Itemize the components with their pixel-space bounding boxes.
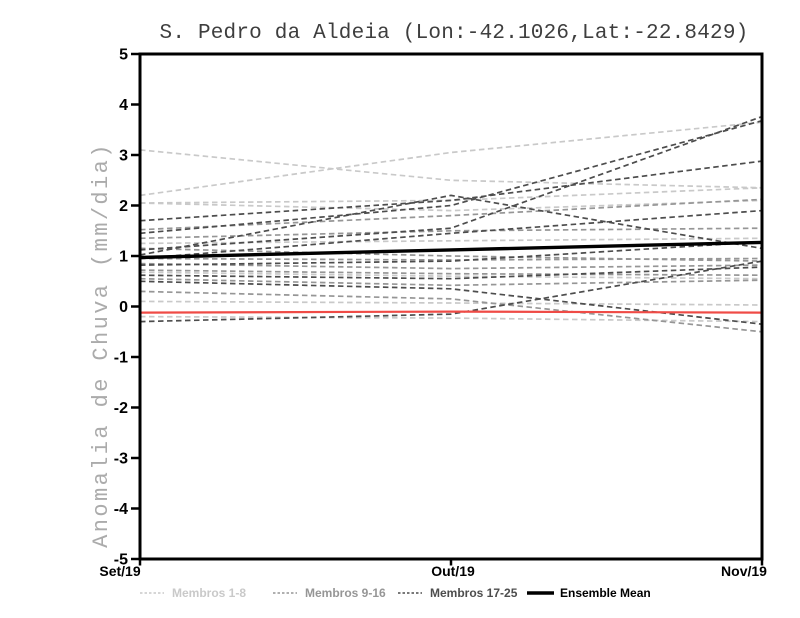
chart-line-membro-24 bbox=[139, 280, 763, 326]
legend-item-membros-9-16: Membros 9-16 bbox=[305, 586, 386, 600]
chart-line-membro-3 bbox=[139, 186, 763, 204]
chart-line-membro-7 bbox=[139, 300, 763, 306]
x-tick-label-set-19: Set/19 bbox=[99, 563, 140, 579]
x-tick-label-nov-19: Nov/19 bbox=[721, 563, 767, 579]
chart-line-membro-15 bbox=[139, 277, 763, 287]
y-tick-label-3: 3 bbox=[119, 148, 128, 165]
chart-line-membro-17 bbox=[139, 160, 763, 222]
chart-line-membro-1 bbox=[139, 149, 763, 189]
chart-line-ensemble-mean bbox=[139, 240, 763, 260]
chart-line-membro-14 bbox=[139, 269, 763, 277]
y-tick-label-2: 2 bbox=[119, 198, 128, 215]
chart-line-membro-9 bbox=[139, 198, 763, 231]
legend-item-membros-1-8: Membros 1-8 bbox=[172, 586, 246, 600]
chart-title: S. Pedro da Aldeia (Lon:-42.1026,Lat:-22… bbox=[160, 22, 749, 45]
chart-line-membro-2 bbox=[139, 121, 763, 197]
chart-line-membro-12 bbox=[139, 257, 763, 261]
chart-line-reference bbox=[139, 310, 763, 314]
chart-line-membro-8 bbox=[139, 315, 763, 323]
chart-line-membro-22 bbox=[139, 241, 763, 266]
chart-line-membro-21 bbox=[139, 209, 763, 260]
y-tick-label-5: -5 bbox=[114, 552, 128, 569]
y-tick-label-1: 1 bbox=[119, 249, 128, 266]
chart-line-membro-4 bbox=[139, 199, 763, 212]
y-tick-label-2: -2 bbox=[114, 400, 128, 417]
chart-line-membro-19 bbox=[139, 115, 763, 251]
x-tick-label-out-19: Out/19 bbox=[431, 563, 475, 579]
chart-line-membro-23 bbox=[139, 266, 763, 280]
chart-line-membro-13 bbox=[139, 262, 763, 270]
chart-line-membro-18 bbox=[139, 119, 763, 235]
y-axis-label: Anomalia de Chuva (mm/dia) bbox=[89, 142, 114, 548]
legend-item-ensemble-mean: Ensemble Mean bbox=[560, 586, 651, 600]
chart-line-membro-20 bbox=[139, 194, 763, 256]
y-axis-ticks: 5 4 3 2 1 0 -1 -2 -3 -4 -5 bbox=[114, 47, 140, 569]
chart-line-membro-10 bbox=[139, 227, 763, 240]
y-tick-label-0: 0 bbox=[119, 299, 128, 316]
y-tick-label-4: 4 bbox=[119, 97, 128, 114]
chart-line-membro-6 bbox=[139, 271, 763, 280]
chart-line-membro-16 bbox=[139, 290, 763, 333]
x-axis-ticks: Set/19 Out/19 Nov/19 bbox=[99, 559, 767, 579]
y-tick-label-1: -1 bbox=[114, 350, 128, 367]
series-layer bbox=[139, 115, 763, 333]
y-tick-label-5: 5 bbox=[119, 47, 128, 64]
legend-item-membros-17-25: Membros 17-25 bbox=[430, 586, 518, 600]
plot-frame bbox=[138, 52, 764, 561]
chart-legend: Membros 1-8 Membros 9-16 Membros 17-25 Ense… bbox=[140, 586, 651, 600]
y-tick-label-4: -4 bbox=[114, 501, 128, 518]
chart-line-membro-25 bbox=[139, 260, 763, 323]
y-tick-label-3: -3 bbox=[114, 451, 128, 468]
